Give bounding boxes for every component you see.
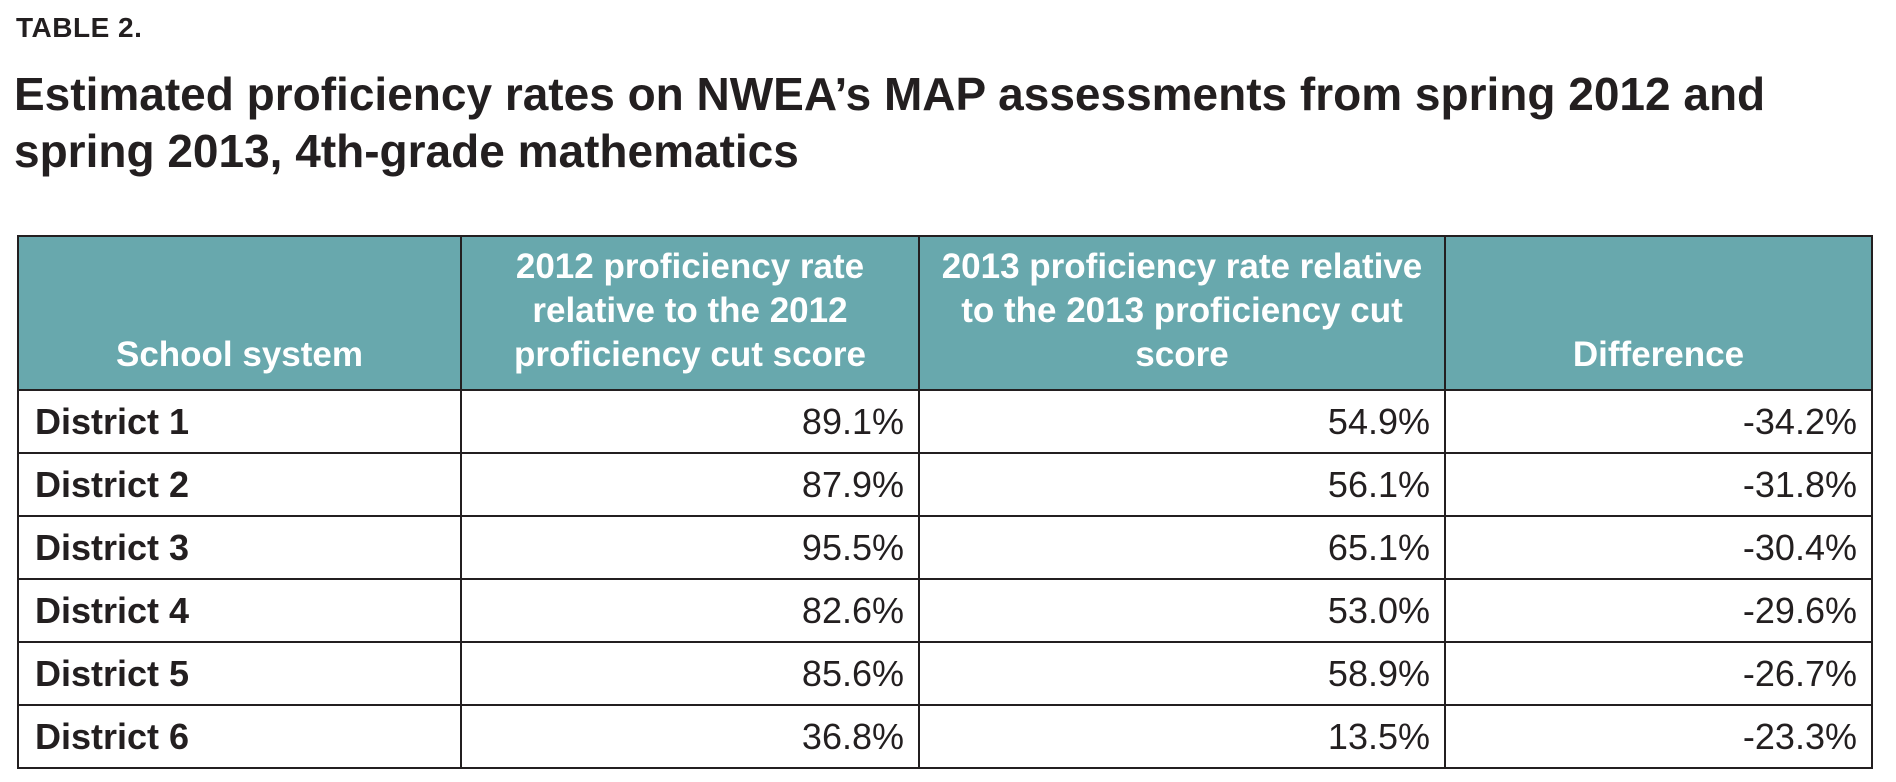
column-header-2012-rate: 2012 proficiency rate relative to the 20…	[460, 235, 920, 391]
school-system-cell: District 2	[17, 452, 462, 517]
rate-2013-cell: 54.9%	[918, 389, 1446, 454]
column-header-school-system: School system	[17, 235, 462, 391]
table-row: District 1 89.1% 54.9% -34.2%	[17, 389, 1873, 454]
rate-2012-cell: 95.5%	[460, 515, 920, 580]
rate-2013-cell: 53.0%	[918, 578, 1446, 643]
school-system-cell: District 6	[17, 704, 462, 769]
rate-2012-cell: 36.8%	[460, 704, 920, 769]
difference-cell: -26.7%	[1444, 641, 1873, 706]
difference-cell: -31.8%	[1444, 452, 1873, 517]
proficiency-table: School system 2012 proficiency rate rela…	[17, 235, 1873, 769]
table-row: District 3 95.5% 65.1% -30.4%	[17, 515, 1873, 580]
header-row: School system 2012 proficiency rate rela…	[17, 235, 1873, 391]
difference-cell: -29.6%	[1444, 578, 1873, 643]
table-row: District 2 87.9% 56.1% -31.8%	[17, 452, 1873, 517]
rate-2012-cell: 82.6%	[460, 578, 920, 643]
rate-2012-cell: 85.6%	[460, 641, 920, 706]
column-header-2013-rate: 2013 proficiency rate relative to the 20…	[918, 235, 1446, 391]
school-system-cell: District 3	[17, 515, 462, 580]
difference-cell: -34.2%	[1444, 389, 1873, 454]
table-row: District 4 82.6% 53.0% -29.6%	[17, 578, 1873, 643]
rate-2013-cell: 65.1%	[918, 515, 1446, 580]
rate-2013-cell: 58.9%	[918, 641, 1446, 706]
rate-2012-cell: 89.1%	[460, 389, 920, 454]
rate-2013-cell: 56.1%	[918, 452, 1446, 517]
table-title: Estimated proficiency rates on NWEA’s MA…	[14, 68, 1766, 177]
school-system-cell: District 4	[17, 578, 462, 643]
table-body: District 1 89.1% 54.9% -34.2% District 2…	[17, 389, 1873, 769]
difference-cell: -30.4%	[1444, 515, 1873, 580]
difference-cell: -23.3%	[1444, 704, 1873, 769]
table-row: District 5 85.6% 58.9% -26.7%	[17, 641, 1873, 706]
rate-2012-cell: 87.9%	[460, 452, 920, 517]
table-label: TABLE 2.	[16, 12, 143, 43]
table-row: District 6 36.8% 13.5% -23.3%	[17, 704, 1873, 769]
school-system-cell: District 5	[17, 641, 462, 706]
school-system-cell: District 1	[17, 389, 462, 454]
table-header: School system 2012 proficiency rate rela…	[17, 235, 1873, 391]
rate-2013-cell: 13.5%	[918, 704, 1446, 769]
column-header-difference: Difference	[1444, 235, 1873, 391]
